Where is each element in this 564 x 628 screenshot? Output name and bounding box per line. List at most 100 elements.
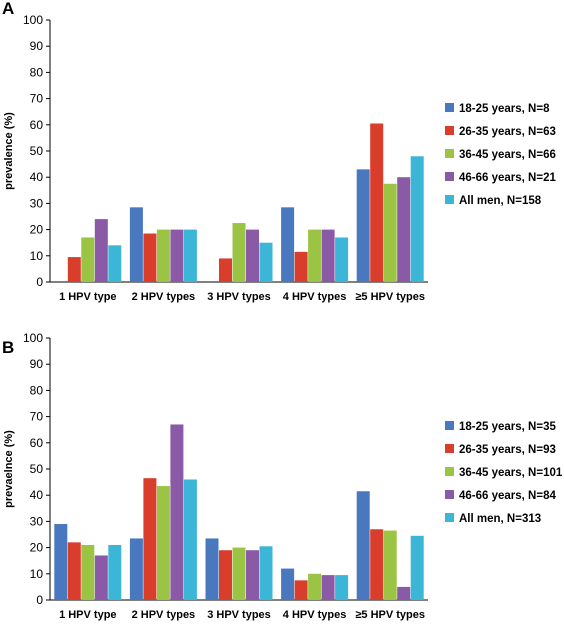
- bar: [383, 530, 397, 600]
- y-tick-label: 60: [30, 436, 44, 450]
- bar: [183, 479, 197, 600]
- y-axis-label: prevalence (%): [3, 112, 15, 190]
- bar: [143, 233, 157, 282]
- legend-entry: 18-25 years, N=8: [459, 103, 550, 115]
- bar: [383, 183, 397, 282]
- bar: [356, 169, 370, 282]
- y-tick-label: 50: [30, 144, 44, 158]
- bar: [129, 538, 143, 600]
- x-tick-label: ≥5 HPV types: [355, 609, 425, 621]
- bar: [143, 478, 157, 600]
- x-tick-label: 3 HPV types: [207, 291, 271, 303]
- x-tick-label: 1 HPV type: [59, 291, 116, 303]
- bar: [370, 529, 384, 600]
- bar: [232, 547, 246, 600]
- bar: [246, 550, 259, 600]
- bar: [410, 535, 424, 600]
- bar: [170, 424, 184, 600]
- x-tick-label: 3 HPV types: [207, 609, 271, 621]
- y-tick-label: 100: [23, 331, 43, 345]
- y-tick-label: 40: [30, 488, 44, 502]
- y-tick-label: 70: [30, 92, 44, 106]
- y-tick-label: 0: [36, 593, 43, 607]
- bar: [397, 177, 411, 282]
- legend-swatch: [445, 126, 454, 135]
- panel-label-B: B: [2, 338, 14, 357]
- bar: [281, 568, 295, 600]
- bar: [205, 538, 219, 600]
- x-tick-label: 4 HPV types: [283, 609, 347, 621]
- y-tick-label: 30: [30, 196, 44, 210]
- bar: [170, 229, 184, 282]
- bar: [308, 229, 322, 282]
- legend-swatch: [445, 149, 454, 158]
- bar: [54, 524, 68, 600]
- bar: [370, 123, 384, 283]
- legend-swatch: [445, 103, 454, 112]
- y-tick-label: 80: [30, 65, 44, 79]
- legend-entry: 36-45 years, N=66: [459, 149, 556, 161]
- bar: [94, 219, 108, 282]
- bar: [94, 555, 108, 600]
- bar: [321, 575, 335, 600]
- bar: [246, 229, 259, 282]
- legend-swatch: [445, 467, 454, 476]
- panel-label-A: A: [2, 0, 14, 18]
- y-tick-label: 90: [30, 357, 44, 371]
- bar: [108, 245, 122, 282]
- bar: [335, 237, 349, 282]
- y-tick-label: 0: [36, 275, 43, 289]
- bar: [410, 156, 424, 282]
- bar: [156, 229, 170, 282]
- x-tick-label: ≥5 HPV types: [355, 291, 425, 303]
- legend-entry: 36-45 years, N=101: [459, 467, 563, 479]
- bar: [81, 237, 95, 282]
- y-tick-label: 90: [30, 39, 44, 53]
- y-tick-label: 100: [23, 13, 43, 27]
- y-axis-label: prevaelnce (%): [3, 430, 15, 508]
- x-tick-label: 2 HPV types: [132, 609, 196, 621]
- legend-swatch: [445, 195, 454, 204]
- legend-entry: 26-35 years, N=63: [459, 126, 556, 138]
- bar: [308, 573, 322, 600]
- bar: [219, 550, 232, 600]
- bar: [294, 251, 308, 282]
- x-tick-label: 2 HPV types: [132, 291, 196, 303]
- legend-swatch: [445, 490, 454, 499]
- x-tick-label: 4 HPV types: [283, 291, 347, 303]
- legend-entry: 46-66 years, N=84: [459, 490, 556, 502]
- bar: [129, 207, 143, 282]
- legend-entry: All men, N=313: [459, 513, 541, 525]
- bar: [183, 229, 197, 282]
- bar: [259, 546, 273, 600]
- legend-entry: All men, N=158: [459, 195, 542, 207]
- legend-entry: 46-66 years, N=21: [459, 172, 556, 184]
- y-tick-label: 40: [30, 170, 44, 184]
- bar: [335, 575, 349, 600]
- legend-entry: 26-35 years, N=93: [459, 444, 556, 456]
- bar: [321, 229, 335, 282]
- y-tick-label: 70: [30, 410, 44, 424]
- y-tick-label: 10: [30, 249, 44, 263]
- legend-swatch: [445, 421, 454, 430]
- y-tick-label: 80: [30, 383, 44, 397]
- bar: [356, 491, 370, 600]
- legend-entry: 18-25 years, N=35: [459, 421, 556, 433]
- bar: [108, 544, 122, 600]
- bar: [81, 544, 95, 600]
- y-tick-label: 60: [30, 118, 44, 132]
- y-tick-label: 20: [30, 223, 44, 237]
- bar: [67, 542, 81, 600]
- bar: [67, 257, 81, 282]
- y-tick-label: 10: [30, 567, 44, 581]
- bar: [294, 580, 308, 600]
- bar: [259, 242, 273, 282]
- y-tick-label: 20: [30, 541, 44, 555]
- bar: [156, 486, 170, 600]
- bar: [281, 207, 295, 282]
- legend-swatch: [445, 172, 454, 181]
- bar: [232, 223, 246, 282]
- bar: [219, 258, 232, 282]
